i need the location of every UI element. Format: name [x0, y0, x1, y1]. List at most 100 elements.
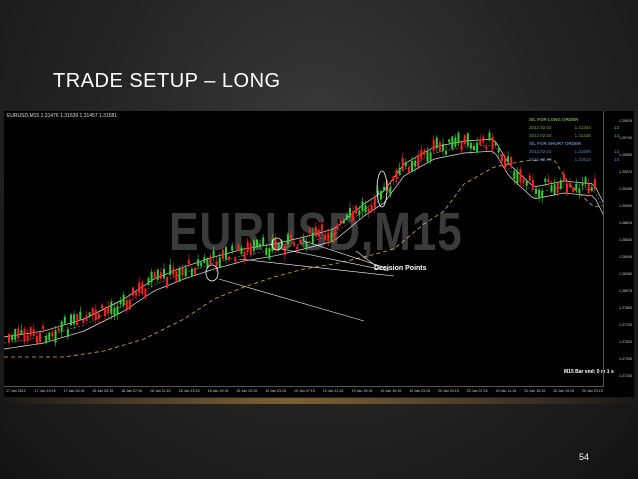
candle-body [370, 205, 373, 212]
candle-body [504, 157, 506, 169]
candle-body [355, 205, 358, 214]
page-number: 54 [579, 452, 590, 462]
candle-body [578, 188, 581, 193]
price-axis: 1.29925 1.29740 1.29555 1.29370 1.29185 1.290… [603, 111, 634, 387]
candle-body [572, 187, 575, 193]
candle-body [51, 332, 54, 337]
candle-body [175, 271, 178, 282]
candle-body [259, 243, 262, 247]
candle-body [8, 333, 10, 343]
time-tick-label: 19 Jan 11:15 [322, 389, 344, 393]
time-tick-label: 17 Jan 2012 [6, 389, 26, 393]
candle-body [420, 150, 423, 159]
candle-body [39, 332, 41, 343]
time-tick-label: 18 Jan 03:15 [92, 389, 114, 393]
candle-body [221, 249, 224, 259]
slide-title: TRADE SETUP – LONG [53, 70, 281, 92]
candle-body [398, 167, 401, 175]
upper-band-line [4, 138, 604, 338]
decision-pointer-line [303, 240, 390, 270]
candle-body [364, 205, 367, 213]
price-tick-label: 1.29185 [619, 187, 632, 191]
candle-body [97, 313, 100, 319]
candle-body [566, 183, 568, 195]
candle-body [302, 237, 305, 241]
candle-body [169, 264, 172, 275]
candle-body [538, 189, 541, 199]
candle-body [336, 224, 339, 230]
candle-body [389, 187, 392, 196]
price-tick-label: 1.27150 [619, 374, 632, 378]
price-tick-label: 1.29370 [619, 170, 632, 174]
candle-body [14, 329, 17, 340]
candle-body [330, 231, 333, 242]
candle-body [268, 247, 271, 259]
candle-body [283, 245, 286, 256]
price-tick-label: 1.27890 [619, 306, 632, 310]
candle-body [482, 137, 485, 143]
candle-body [411, 160, 413, 172]
candle-body [82, 319, 85, 324]
candle-body [225, 247, 227, 260]
candle-body [569, 182, 572, 187]
decision-point-circle [376, 170, 388, 208]
candle-body [531, 179, 534, 190]
price-tick-label: 1.28815 [619, 221, 632, 225]
sl-legend: S/L FOR LONG ORDER 2012.02.03 1.31344 13 2… [529, 116, 619, 164]
candle-body [442, 143, 444, 151]
candle-body [507, 156, 510, 162]
candle-body [469, 142, 472, 149]
divider-glow [0, 398, 638, 404]
bar-end-timer: M15 Bar end: 0 m 1 s [564, 369, 614, 375]
candle-body [293, 242, 296, 246]
time-tick-label: 20 Jan 23:15 [582, 389, 603, 393]
candle-body [358, 210, 361, 216]
candle-body [141, 282, 144, 294]
candle-body [197, 259, 200, 266]
candle-body [54, 330, 57, 343]
candle-body [553, 184, 556, 195]
candle-body [290, 234, 293, 239]
candle-body [342, 219, 345, 224]
long-order-header: S/L FOR LONG ORDER [529, 117, 579, 122]
candle-body [407, 167, 410, 173]
candle-body [209, 256, 212, 265]
candle-body [445, 151, 448, 155]
candle-body [57, 328, 60, 332]
time-tick-label: 18 Jan 11:15 [150, 389, 171, 393]
time-tick-label: 20 Jan 07:15 [466, 389, 488, 393]
candle-body [153, 272, 156, 280]
candle-body [345, 214, 348, 219]
candle-body [20, 330, 23, 334]
candle-body [367, 208, 370, 212]
decision-pointer-line [238, 258, 395, 277]
price-tick-label: 1.28445 [619, 255, 632, 259]
candle-body [494, 141, 497, 146]
time-tick-label: 20 Jan 03:15 [438, 389, 459, 393]
candle-body [249, 243, 252, 256]
short-row: 2012.02.03 1.31606 13 [529, 149, 619, 154]
candle-body [262, 237, 265, 246]
candle-body [166, 276, 169, 288]
price-tick-label: 1.27335 [619, 357, 632, 361]
candle-body [299, 239, 302, 244]
candle-body [240, 247, 243, 254]
decision-point-circle [271, 237, 283, 251]
time-tick-label: 18 Jan 19:15 [207, 389, 229, 393]
candle-body [48, 332, 51, 341]
candle-body [73, 314, 76, 325]
candle-body [476, 142, 479, 153]
candle-body [513, 171, 516, 179]
candle-body [535, 188, 537, 194]
candle-body [256, 239, 258, 248]
candle-body [163, 268, 165, 279]
candle-body [500, 154, 503, 162]
candle-body [32, 329, 35, 336]
candle-body [417, 154, 420, 168]
candle-body [119, 300, 122, 305]
candle-body [277, 243, 280, 250]
candle-body [26, 335, 29, 341]
price-tick-label: 1.29925 [619, 119, 632, 123]
candle-body [311, 232, 314, 244]
